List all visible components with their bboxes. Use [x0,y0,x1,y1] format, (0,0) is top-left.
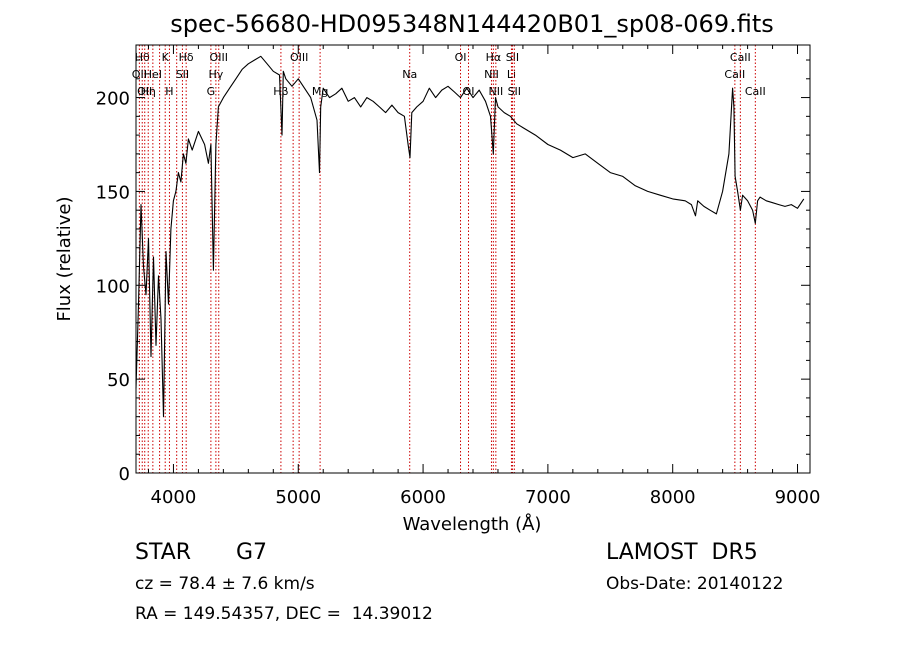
x-tick-label: 6000 [400,487,446,508]
line-marker-label: Hα [486,51,502,64]
line-marker-label: Mg [312,85,328,98]
x-tick-label: 8000 [650,487,696,508]
y-axis: 0 50 100 150 200 [96,59,810,485]
y-axis-label: Flux (relative) [54,196,75,321]
redshift-cz: cz = 78.4 ± 7.6 km/s [135,574,315,594]
y-tick-label: 100 [96,276,130,297]
line-marker-label: CaII [724,68,745,81]
object-class: STAR [135,540,192,565]
line-marker-label: SII [508,85,521,98]
line-marker-label: OI [455,51,467,64]
line-marker-label: Hδ [179,51,194,64]
spectrum-series [135,55,805,418]
object-subclass: G7 [236,540,268,565]
line-marker-label: SII [506,51,519,64]
y-tick-label: 200 [96,89,130,110]
chart-title: spec-56680-HD095348N144420B01_sp08-069.f… [170,10,774,38]
spectrum-line [135,55,805,418]
x-tick-label: 4000 [151,487,197,508]
line-marker-label: G [207,85,216,98]
ra-dec-coordinates: RA = 149.54357, DEC = 14.39012 [135,604,433,624]
line-marker-label: Hγ [208,68,223,81]
observation-date: Obs-Date: 20140122 [606,574,784,594]
line-marker-label: OII [137,85,152,98]
y-tick-label: 0 [119,464,130,485]
line-marker-label: OIII [290,51,308,64]
line-marker-label: Hθ [135,51,150,64]
line-marker-label: Li [507,68,516,81]
plot-frame [135,44,811,474]
line-marker-label: NII [488,85,503,98]
line-marker-label: Na [402,68,417,81]
x-tick-label: 5000 [275,487,321,508]
x-tick-label: 9000 [775,487,821,508]
y-tick-label: 50 [107,370,130,391]
line-marker-label: CaII [730,51,751,64]
line-markers: HθOIIHηOIIHeIKHSIIHδGHγOIIIHβOIIIMgNaOIO… [132,45,766,473]
line-marker-label: K [162,51,170,64]
line-marker-label: Hβ [273,85,288,98]
line-marker-label: SII [176,68,189,81]
line-marker-label: HeI [144,68,162,81]
survey-name: LAMOST DR5 [606,540,758,565]
line-marker-label: H [165,85,173,98]
x-tick-label: 7000 [525,487,571,508]
line-marker-label: NII [484,68,499,81]
x-axis: 4000 5000 6000 7000 8000 9000 [147,45,821,508]
line-marker-label: CaII [745,85,766,98]
x-axis-label: Wavelength (Å) [403,513,542,535]
y-tick-label: 150 [96,182,130,203]
line-marker-label: OIII [210,51,228,64]
